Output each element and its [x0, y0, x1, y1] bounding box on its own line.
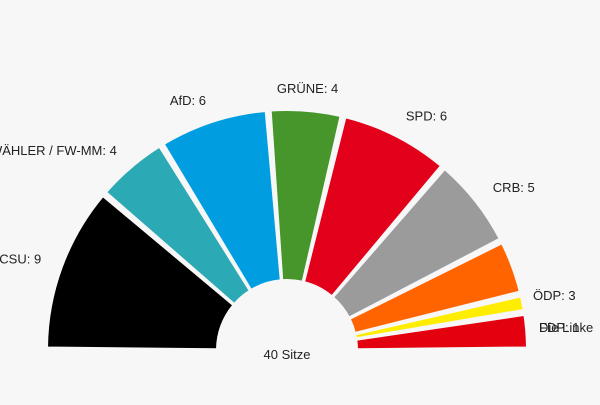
label-crb: CRB: 5 — [493, 180, 535, 195]
label-csu: CSU: 9 — [0, 251, 41, 266]
segment-die-linke — [355, 313, 528, 351]
party-labels: CSU: 9 FREIE WÄHLER / FW-MM: 4 AfD: 6 GRÜNE… — [0, 81, 593, 335]
segment-spd — [302, 116, 443, 298]
label-ödp: ÖDP: 3 — [533, 288, 576, 303]
segment-freie-wähler-fw-mm — [104, 145, 252, 306]
label-fdp: FDP: 1 — [539, 320, 579, 335]
label-spd: SPD: 6 — [406, 109, 447, 124]
label-freie-wähler-fw-mm: FREIE WÄHLER / FW-MM: 4 — [0, 143, 117, 158]
total-seats-label: 40 Sitze — [264, 347, 311, 362]
label-die-linke: Die Linke — [539, 320, 593, 335]
segment-fdp — [354, 295, 525, 340]
label-grüne: GRÜNE: 4 — [277, 81, 338, 96]
segment-csu — [46, 194, 235, 351]
segment-afd — [162, 109, 282, 292]
segment-grüne — [269, 109, 342, 283]
label-afd: AfD: 6 — [170, 93, 206, 108]
party-segments — [46, 109, 528, 351]
segment-crb — [331, 167, 502, 319]
segment-ödp — [348, 241, 521, 335]
